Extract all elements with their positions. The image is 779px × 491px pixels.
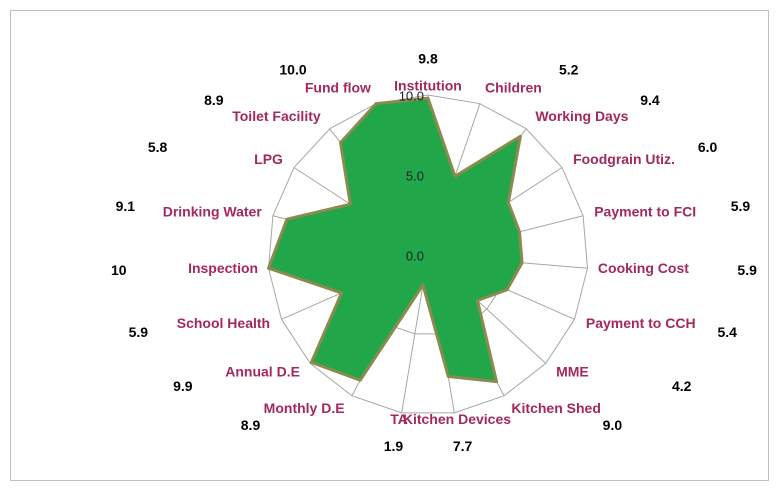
axis-tick-label: 10.0 <box>399 88 424 103</box>
value-label: 9.0 <box>603 417 623 433</box>
value-label: 10.0 <box>279 61 306 77</box>
category-label: Fund flow <box>305 80 371 96</box>
category-label: School Health <box>177 315 270 331</box>
value-label: 8.9 <box>241 417 261 433</box>
grid-ring <box>268 94 588 414</box>
category-label: Kitchen Shed <box>511 400 600 416</box>
axis-tick-label: 0.0 <box>406 248 424 263</box>
category-label: Toilet Facility <box>232 108 321 124</box>
value-label: 7.7 <box>453 438 473 454</box>
category-label: Cooking Cost <box>598 260 689 276</box>
value-label: 8.9 <box>204 92 224 108</box>
category-label: TA <box>390 411 408 427</box>
value-label: 5.2 <box>559 61 579 77</box>
value-label: 5.9 <box>731 198 751 214</box>
value-label: 10 <box>111 262 127 278</box>
category-label: LPG <box>254 151 283 167</box>
value-label: 1.9 <box>384 438 404 454</box>
category-label: Monthly D.E <box>264 400 345 416</box>
axis-tick-label: 5.0 <box>406 168 424 183</box>
value-label: 5.8 <box>148 139 168 155</box>
value-label: 5.9 <box>737 262 757 278</box>
category-label: Institution <box>394 78 462 94</box>
radar-area <box>267 96 524 384</box>
value-label: 9.8 <box>418 51 438 67</box>
category-label: Payment to FCI <box>594 204 696 220</box>
value-label: 6.0 <box>698 139 718 155</box>
category-label: Foodgrain Utiz. <box>573 151 675 167</box>
category-label: Inspection <box>188 260 258 276</box>
value-label: 4.2 <box>672 378 692 394</box>
value-label: 5.4 <box>717 324 737 340</box>
category-label: Drinking Water <box>163 204 263 220</box>
category-label: MME <box>556 364 589 380</box>
category-label: Working Days <box>535 108 628 124</box>
value-label: 9.4 <box>640 92 660 108</box>
category-label: Kitchen Devices <box>403 411 511 427</box>
category-label: Annual D.E <box>225 364 300 380</box>
value-label: 5.9 <box>129 324 149 340</box>
value-label: 9.9 <box>173 378 193 394</box>
category-label: Payment to CCH <box>586 315 696 331</box>
value-label: 9.1 <box>116 198 136 214</box>
category-label: Children <box>485 80 542 96</box>
